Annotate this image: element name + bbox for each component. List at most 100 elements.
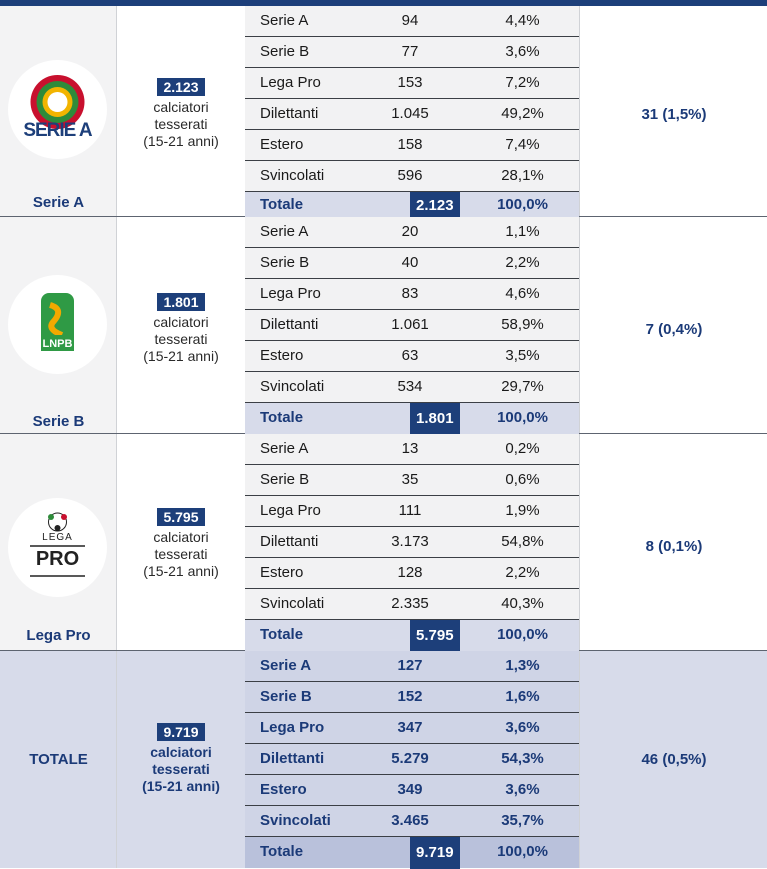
row-percent: 1,3%	[505, 657, 540, 674]
row-percent: 7,2%	[505, 74, 540, 91]
caption-line: tesserati	[154, 331, 208, 347]
row-count: 153	[397, 74, 423, 91]
table-row: Lega Pro 153 7,2%	[245, 68, 579, 99]
player-count-cell: 9.719 calciatori tesserati (15-21 anni)	[117, 651, 245, 868]
caption-line: calciatori	[153, 529, 209, 545]
destination-table: Serie A 94 4,4% Serie B 77 3,6% Lega Pro 153 7…	[245, 6, 579, 219]
percent-summary: 31 (1,5%)	[641, 106, 707, 123]
row-count: 158	[397, 136, 423, 153]
row-count: 128	[397, 564, 423, 581]
total-percent: 100,0%	[497, 196, 548, 213]
total-label: Totale	[260, 196, 304, 213]
row-count: 35	[401, 471, 419, 488]
row-count: 5.279	[391, 750, 429, 767]
row-destination: Estero	[260, 136, 304, 153]
row-percent: 3,5%	[505, 347, 540, 364]
player-count-cell: 5.795 calciatori tesserati (15-21 anni)	[117, 434, 245, 650]
row-percent: 3,6%	[505, 781, 540, 798]
league-label: Lega Pro	[26, 627, 91, 644]
total-count-value: 1.801	[410, 403, 460, 435]
league-block-serie-b: LNPB Serie B 1.801 calciatori tesserati …	[0, 217, 767, 435]
row-percent: 1,9%	[505, 502, 540, 519]
table-row: Estero 349 3,6%	[245, 775, 579, 806]
table-row: Serie A 94 4,4%	[245, 6, 579, 37]
caption-line: (15-21 anni)	[143, 348, 219, 364]
row-count: 83	[401, 285, 419, 302]
row-percent: 49,2%	[501, 105, 544, 122]
caption-line: (15-21 anni)	[142, 778, 220, 794]
caption-line: (15-21 anni)	[143, 563, 219, 579]
player-count-badge: 2.123	[117, 78, 245, 97]
league-logo-cell: TOTALE	[0, 651, 117, 868]
table-row: Svincolati 2.335 40,3%	[245, 589, 579, 620]
row-count: 63	[401, 347, 419, 364]
row-count: 349	[397, 781, 423, 798]
total-row: Totale 1.801 100,0%	[245, 403, 579, 435]
row-percent: 1,6%	[505, 688, 540, 705]
row-percent: 54,3%	[501, 750, 544, 767]
row-percent: 4,6%	[505, 285, 540, 302]
row-count: 596	[397, 167, 423, 184]
total-row: Totale 5.795 100,0%	[245, 620, 579, 652]
destination-table: Serie A 127 1,3% Serie B 152 1,6% Lega Pro 34…	[245, 651, 579, 869]
table-row: Estero 158 7,4%	[245, 130, 579, 161]
serie-a-logo-text: SERIE A	[23, 120, 92, 141]
percent-summary: 46 (0,5%)	[641, 751, 707, 768]
row-destination: Serie A	[260, 657, 312, 674]
table-row: Dilettanti 3.173 54,8%	[245, 527, 579, 558]
total-count-value: 2.123	[410, 192, 460, 219]
row-count: 347	[397, 719, 423, 736]
table-row: Dilettanti 1.061 58,9%	[245, 310, 579, 341]
row-count: 152	[397, 688, 423, 705]
row-percent: 29,7%	[501, 378, 544, 395]
row-count: 20	[401, 223, 419, 240]
lega-pro-logo-text-top: LEGA	[42, 532, 73, 543]
caption-line: tesserati	[154, 116, 208, 132]
total-count-value: 5.795	[410, 620, 460, 652]
total-row: Totale 2.123 100,0%	[245, 192, 579, 219]
table-row: Svincolati 596 28,1%	[245, 161, 579, 192]
table-row: Serie A 127 1,3%	[245, 651, 579, 682]
lnpb-logo: LNPB	[8, 275, 107, 374]
player-count-caption: calciatori tesserati (15-21 anni)	[117, 744, 245, 795]
caption-line: calciatori	[150, 744, 212, 760]
player-count-cell: 1.801 calciatori tesserati (15-21 anni)	[117, 217, 245, 433]
percent-summary-cell: 7 (0,4%)	[579, 217, 767, 433]
row-percent: 1,1%	[505, 223, 540, 240]
league-block-totale: TOTALE 9.719 calciatori tesserati (15-21…	[0, 651, 767, 869]
player-count-caption: calciatori tesserati (15-21 anni)	[117, 529, 245, 580]
league-block-serie-a: SERIE A Serie A 2.123 calciatori tessera…	[0, 6, 767, 219]
row-percent: 3,6%	[505, 43, 540, 60]
row-percent: 54,8%	[501, 533, 544, 550]
player-count-caption: calciatori tesserati (15-21 anni)	[117, 314, 245, 365]
row-percent: 28,1%	[501, 167, 544, 184]
row-percent: 0,2%	[505, 440, 540, 457]
percent-summary-cell: 46 (0,5%)	[579, 651, 767, 868]
player-count-number: 2.123	[157, 78, 205, 96]
lega-pro-logo-text-bottom: PRO	[35, 548, 80, 570]
league-logo-cell: LEGA PRO Lega Pro	[0, 434, 117, 650]
row-destination: Serie B	[260, 43, 310, 60]
row-percent: 7,4%	[505, 136, 540, 153]
row-destination: Svincolati	[260, 167, 325, 184]
row-count: 94	[401, 12, 419, 29]
total-percent: 100,0%	[497, 409, 548, 426]
row-destination: Dilettanti	[260, 750, 325, 767]
row-destination: Svincolati	[260, 595, 325, 612]
row-destination: Lega Pro	[260, 502, 321, 519]
total-percent: 100,0%	[497, 626, 548, 643]
league-label: Serie A	[32, 194, 85, 211]
table-row: Lega Pro 347 3,6%	[245, 713, 579, 744]
table-row: Estero 63 3,5%	[245, 341, 579, 372]
total-row: Totale 9.719 100,0%	[245, 837, 579, 869]
lega-pro-logo: LEGA PRO	[8, 498, 107, 597]
caption-line: calciatori	[153, 99, 209, 115]
caption-line: tesserati	[154, 546, 208, 562]
row-count: 3.173	[391, 533, 429, 550]
table-row: Serie A 13 0,2%	[245, 434, 579, 465]
total-label: Totale	[260, 626, 304, 643]
row-destination: Serie B	[260, 471, 310, 488]
row-count: 77	[401, 43, 419, 60]
total-label: Totale	[260, 409, 304, 426]
caption-line: tesserati	[152, 761, 210, 777]
